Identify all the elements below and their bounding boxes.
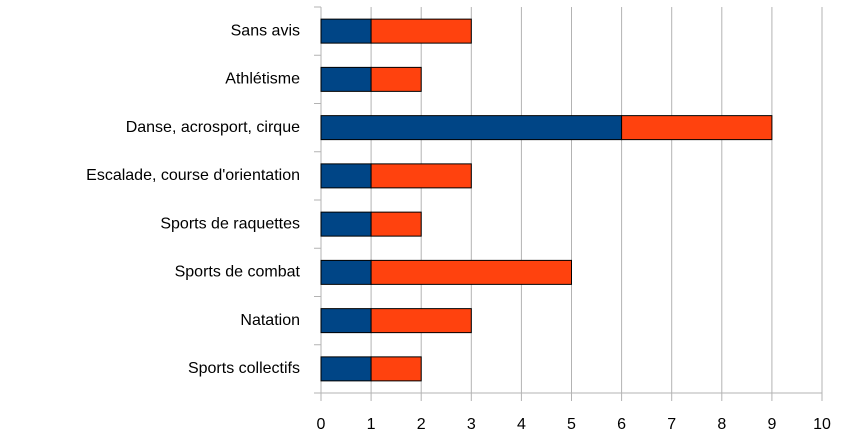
category-label: Sports de combat bbox=[175, 264, 301, 281]
x-tick-label: 1 bbox=[367, 416, 376, 433]
x-tick-label: 8 bbox=[717, 416, 726, 433]
category-label: Sports de raquettes bbox=[160, 215, 300, 232]
x-tick-label: 0 bbox=[317, 416, 326, 433]
bar-segment bbox=[320, 115, 623, 141]
bar-segment bbox=[370, 18, 472, 44]
category-label: Sans avis bbox=[231, 22, 300, 39]
category-label: Escalade, course d'orientation bbox=[86, 167, 300, 184]
category-label: Danse, acrosport, cirque bbox=[126, 119, 300, 136]
x-tick-label: 7 bbox=[667, 416, 676, 433]
x-tick-label: 6 bbox=[617, 416, 626, 433]
bar-segment bbox=[370, 211, 422, 237]
x-tick-label: 9 bbox=[767, 416, 776, 433]
x-tick-label: 4 bbox=[517, 416, 526, 433]
category-label: Natation bbox=[240, 312, 300, 329]
bar-segment bbox=[370, 66, 422, 92]
x-tick-label: 3 bbox=[467, 416, 476, 433]
x-tick-label: 10 bbox=[813, 416, 831, 433]
category-label: Sports collectifs bbox=[188, 360, 300, 377]
x-tick-label: 5 bbox=[567, 416, 576, 433]
bar-segment bbox=[370, 308, 472, 334]
category-label: Athlétisme bbox=[225, 71, 300, 88]
bar-segment bbox=[320, 18, 372, 44]
bar-segment bbox=[370, 259, 572, 285]
bar-segment bbox=[320, 259, 372, 285]
bar-segment bbox=[320, 356, 372, 382]
bar-segment bbox=[621, 115, 773, 141]
bar-segment bbox=[370, 356, 422, 382]
bar-segment bbox=[320, 66, 372, 92]
bar-segment bbox=[370, 163, 472, 189]
bar-segment bbox=[320, 211, 372, 237]
x-tick-label: 2 bbox=[417, 416, 426, 433]
bar-segment bbox=[320, 308, 372, 334]
bar-segment bbox=[320, 163, 372, 189]
